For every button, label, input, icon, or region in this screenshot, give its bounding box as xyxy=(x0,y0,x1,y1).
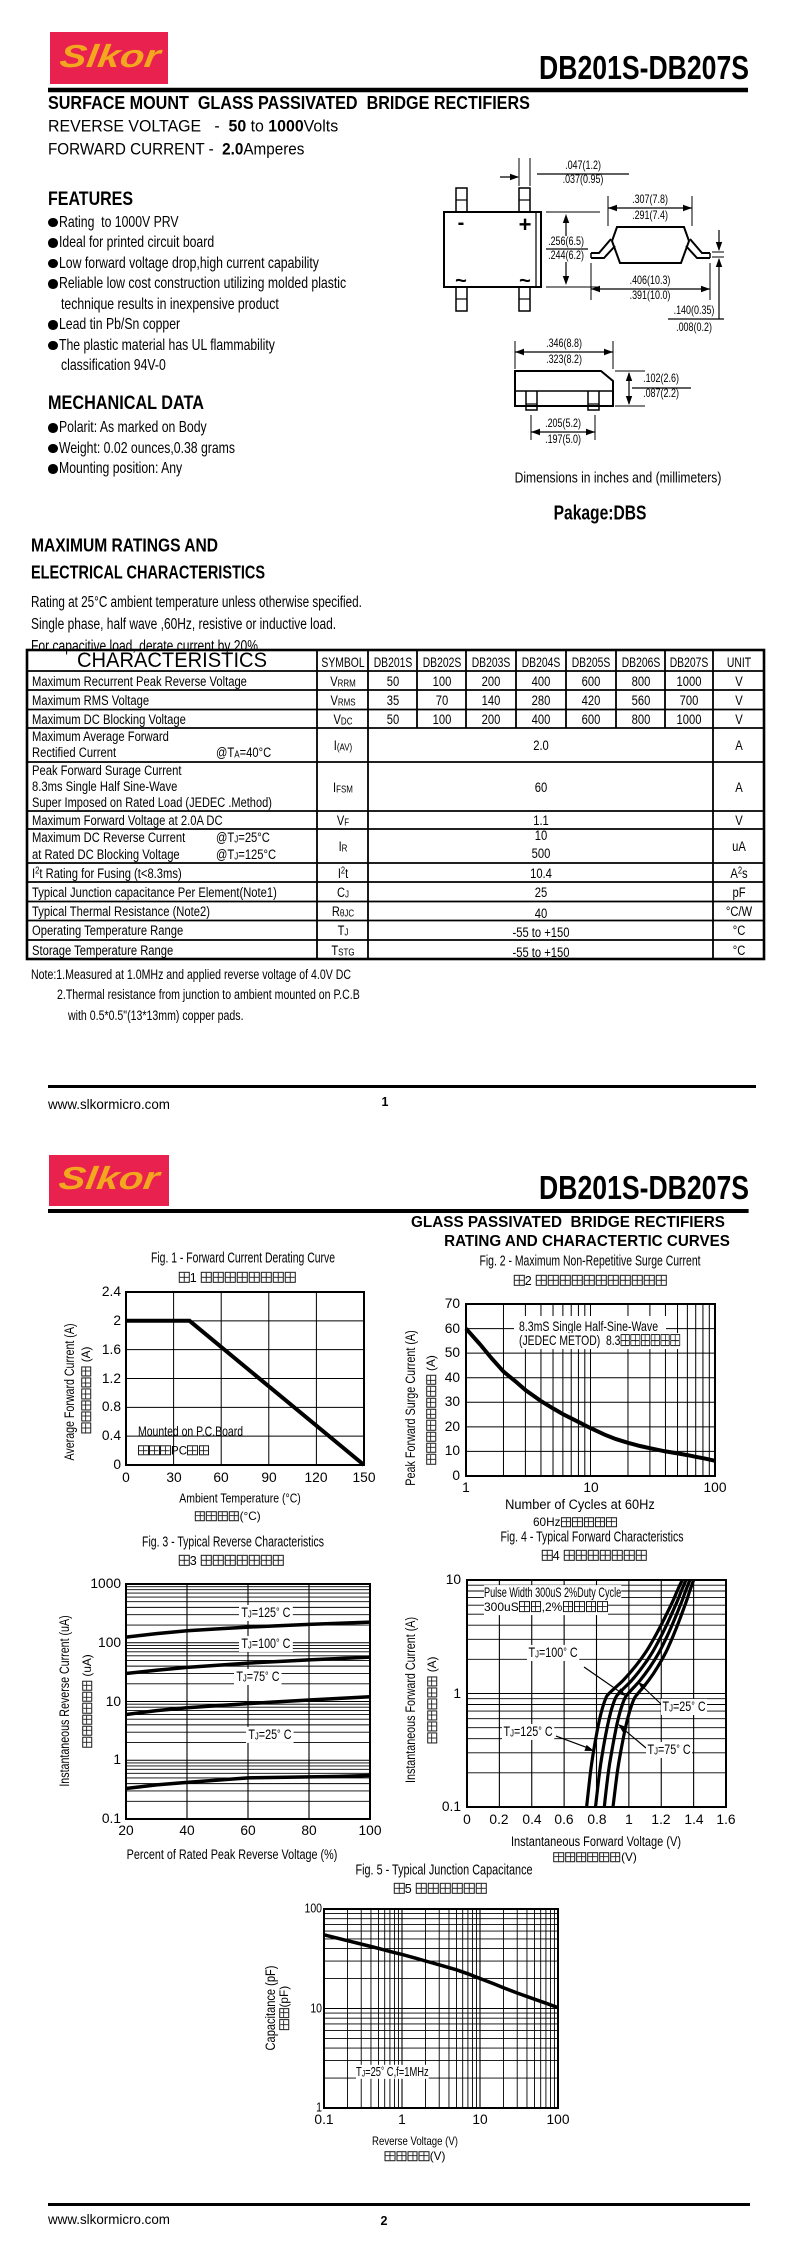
svg-text:.047(1.2): .047(1.2) xyxy=(565,160,601,172)
svg-text:.307(7.8): .307(7.8) xyxy=(632,194,668,206)
svg-text:.406(10.3): .406(10.3) xyxy=(630,275,671,287)
svg-text:.391(10.0): .391(10.0) xyxy=(630,290,671,302)
svg-text:-: - xyxy=(458,212,465,234)
svg-text:~: ~ xyxy=(455,270,467,292)
svg-text:.205(5.2): .205(5.2) xyxy=(545,418,581,430)
svg-text:.291(7.4): .291(7.4) xyxy=(632,210,668,222)
svg-text:~: ~ xyxy=(519,270,531,292)
svg-text:.102(2.6): .102(2.6) xyxy=(643,373,679,385)
svg-text:.323(8.2): .323(8.2) xyxy=(546,354,582,366)
svg-text:.244(6.2): .244(6.2) xyxy=(548,250,584,262)
svg-text:.037(0.95): .037(0.95) xyxy=(563,174,604,186)
svg-text:.197(5.0): .197(5.0) xyxy=(545,434,581,446)
svg-text:.256(6.5): .256(6.5) xyxy=(548,236,584,248)
svg-text:.140(0.35): .140(0.35) xyxy=(674,305,715,317)
svg-text:+: + xyxy=(519,212,532,237)
svg-text:.346(8.8): .346(8.8) xyxy=(546,338,582,350)
svg-text:.087(2.2): .087(2.2) xyxy=(643,388,679,400)
svg-text:.008(0.2): .008(0.2) xyxy=(676,322,712,334)
